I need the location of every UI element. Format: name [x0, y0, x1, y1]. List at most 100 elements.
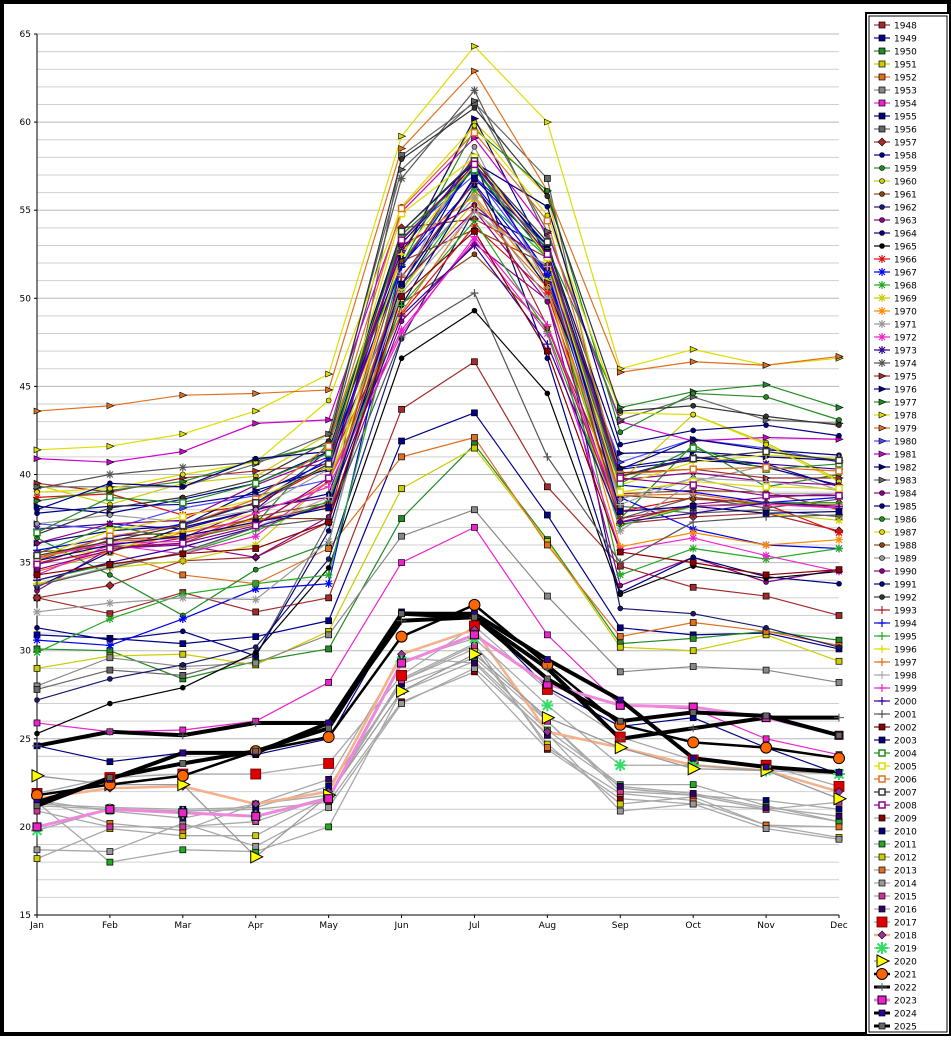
point-1948-Apr: [252, 608, 260, 616]
legend-marker-1962: [879, 204, 885, 210]
point-1951-Jun: [398, 485, 405, 492]
point-1974-Mar: [178, 463, 187, 472]
legend-marker-2024: [878, 1009, 886, 1017]
legend-marker-2005: [878, 762, 886, 770]
point-1968-Dec: [835, 544, 843, 553]
point-2002-Mar: [179, 550, 187, 558]
point-1983-Sep: [616, 416, 626, 424]
point-1981-May: [325, 416, 334, 424]
point-2016-Nov: [762, 804, 770, 811]
point-1957-Jan: [32, 593, 42, 603]
point-2007-Dec: [835, 456, 843, 465]
series-line-1974: [36, 89, 840, 520]
point-2004-Mar: [179, 498, 187, 507]
point-1948-Dec: [835, 612, 843, 619]
point-1948-Nov: [762, 592, 770, 600]
point-1999-Aug: [543, 320, 552, 329]
point-1948-May: [325, 594, 332, 602]
point-1995-Aug: [543, 327, 552, 336]
point-1949-Mar: [179, 640, 187, 648]
point-1961-Jul: [471, 251, 478, 258]
legend-marker-2007: [878, 788, 886, 796]
series-line-1953: [36, 509, 840, 687]
legend-marker-1954: [878, 99, 886, 107]
point-2011-Mar: [179, 846, 187, 854]
point-1982-Apr: [252, 486, 261, 494]
series-line-2023: [36, 633, 840, 829]
point-2000-Nov: [762, 498, 771, 507]
point-1967-Jan: [33, 636, 41, 645]
point-1962-May: [325, 556, 332, 562]
point-1986-Dec: [836, 417, 842, 423]
x-tick-label: Mar: [174, 921, 191, 931]
legend-marker-1974: [878, 359, 886, 367]
legend-label-1979: 1979: [894, 425, 917, 435]
x-tick-label: May: [319, 921, 338, 931]
legend-marker-1956: [878, 125, 886, 133]
point-2021-May: [322, 731, 335, 744]
point-1972-Nov: [762, 551, 771, 560]
point-2022-Dec: [834, 713, 844, 722]
legend-marker-1998: [878, 671, 886, 679]
point-1953-Aug: [544, 592, 551, 600]
legend-label-1957: 1957: [894, 139, 917, 149]
point-1997-Aug: [543, 283, 552, 292]
point-1991-Apr: [252, 455, 259, 462]
point-1954-Nov: [762, 735, 770, 743]
point-2002-Oct: [689, 559, 697, 566]
legend-marker-1958: [879, 152, 885, 158]
point-2023-Jan: [32, 822, 42, 832]
series-line-1990: [36, 204, 840, 544]
legend-label-1992: 1992: [894, 594, 917, 604]
point-1977-Nov: [762, 381, 771, 389]
series-line-1969: [36, 200, 840, 585]
point-2003-May: [325, 504, 332, 512]
point-1971-Jan: [33, 607, 41, 616]
legend-marker-1964: [879, 230, 885, 236]
legend-label-2001: 2001: [894, 711, 917, 721]
point-1972-Oct: [689, 533, 698, 542]
legend-label-2005: 2005: [894, 763, 917, 773]
point-2015-Mar: [179, 823, 187, 831]
point-1992-Jul: [471, 105, 478, 111]
point-1979-Apr: [252, 389, 261, 397]
legend-marker-2011: [878, 840, 886, 848]
legend-marker-1949: [878, 34, 886, 42]
point-2014-Feb: [106, 848, 114, 855]
point-1967-Feb: [105, 641, 114, 650]
y-tick-label: 15: [20, 911, 31, 921]
point-1962-Jan: [34, 697, 40, 703]
legend-label-2003: 2003: [894, 737, 917, 747]
point-2025-Sep: [616, 717, 624, 725]
point-2000-Jul: [470, 241, 479, 250]
point-1948-Jun: [398, 405, 405, 413]
legend-label-2010: 2010: [894, 828, 917, 838]
point-1992-Aug: [544, 193, 551, 199]
legend-marker-2022: [877, 983, 887, 991]
point-2023-Jun: [397, 658, 407, 668]
point-2005-Sep: [616, 488, 625, 496]
series-line-2009: [36, 671, 840, 823]
legend-label-1974: 1974: [894, 360, 917, 370]
point-2002-May: [325, 518, 332, 526]
point-1974-Feb: [105, 470, 114, 479]
point-1992-Sep: [617, 408, 624, 414]
point-1952-Jun: [398, 453, 405, 461]
legend-marker-1971: [878, 320, 886, 328]
point-1977-Dec: [835, 404, 844, 411]
point-2014-Oct: [689, 800, 697, 808]
point-2006-Jun: [397, 204, 406, 213]
point-2008-Nov: [762, 491, 770, 500]
legend-label-2022: 2022: [894, 984, 917, 994]
legend-marker-1970: [878, 307, 886, 315]
point-1979-Nov: [762, 361, 771, 369]
point-1978-Oct: [689, 345, 698, 353]
point-2006-May: [324, 442, 333, 451]
point-2022-Oct: [688, 724, 699, 733]
legend-label-1993: 1993: [894, 607, 917, 617]
point-1956-Mar: [179, 672, 187, 679]
point-1956-Aug: [544, 175, 551, 182]
point-1953-Jul: [471, 506, 478, 514]
point-1986-Sep: [617, 429, 624, 436]
point-1981-Mar: [179, 448, 188, 456]
